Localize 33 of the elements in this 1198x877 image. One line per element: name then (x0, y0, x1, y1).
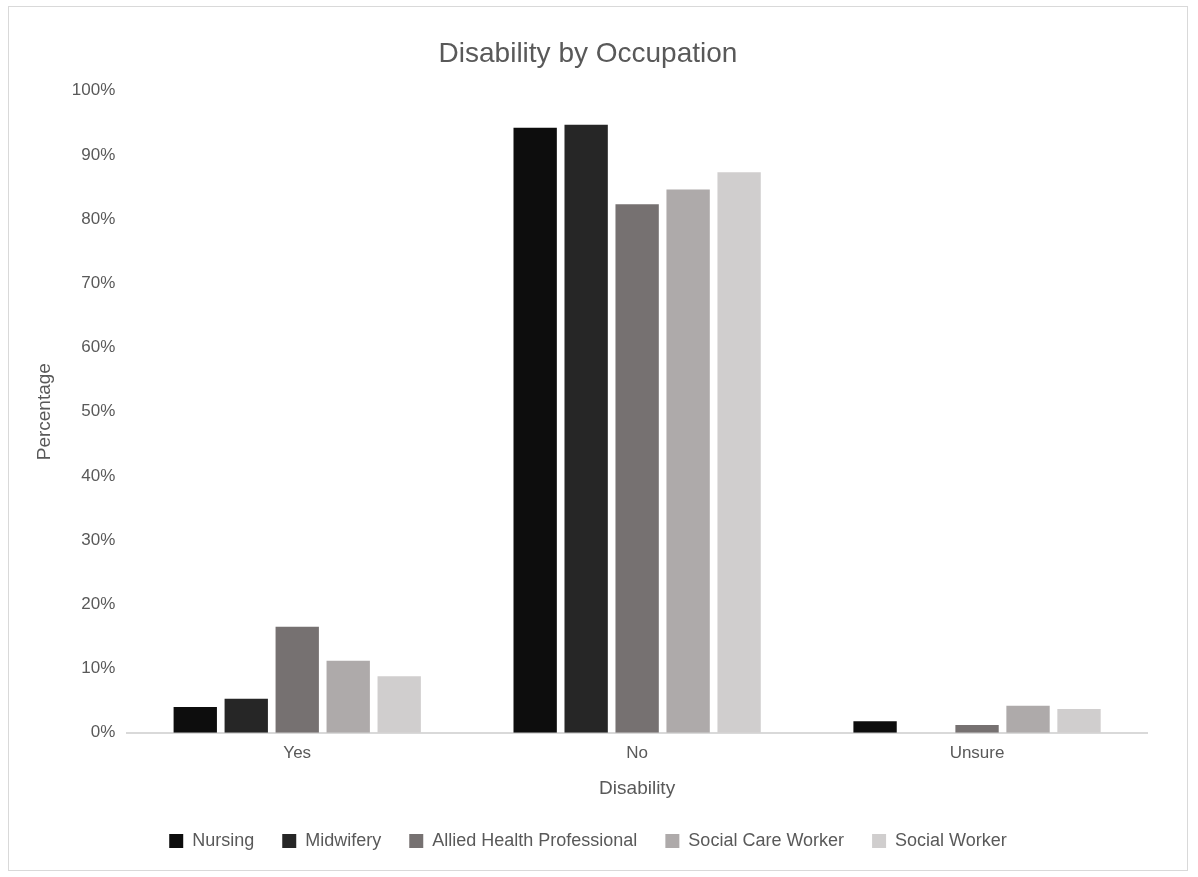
y-tick-label: 80% (81, 208, 116, 228)
bar (853, 721, 897, 733)
y-tick-label: 10% (81, 658, 116, 678)
y-tick-label: 90% (81, 144, 116, 164)
legend-label: Allied Health Professional (432, 829, 638, 850)
y-tick-label: 50% (81, 401, 116, 421)
legend-label: Social Care Worker (688, 829, 845, 850)
chart-title: Disability by Occupation (438, 36, 738, 68)
bar (513, 127, 557, 733)
y-tick-label: 40% (81, 465, 116, 485)
bar (955, 725, 999, 733)
bar (615, 204, 659, 733)
legend-label: Social Worker (895, 829, 1007, 850)
legend-label: Nursing (192, 829, 255, 850)
y-tick-label: 0% (90, 722, 116, 742)
bar (173, 707, 217, 733)
bar (1006, 705, 1050, 733)
x-tick-label: Yes (283, 742, 312, 762)
bar (224, 698, 268, 733)
x-tick-label: No (626, 742, 649, 762)
x-tick-label: Unsure (949, 742, 1005, 762)
legend-label: Midwifery (305, 829, 382, 850)
bar (326, 660, 370, 733)
y-tick-label: 60% (81, 337, 116, 357)
y-axis-title: Percentage (32, 363, 54, 461)
y-tick-label: 100% (71, 80, 116, 100)
bar (666, 189, 710, 733)
y-tick-label: 20% (81, 594, 116, 614)
x-axis-title: Disability (599, 776, 676, 798)
y-tick-label: 30% (81, 529, 116, 549)
bar (275, 626, 319, 733)
y-tick-label: 70% (81, 272, 116, 292)
bar (564, 124, 608, 733)
